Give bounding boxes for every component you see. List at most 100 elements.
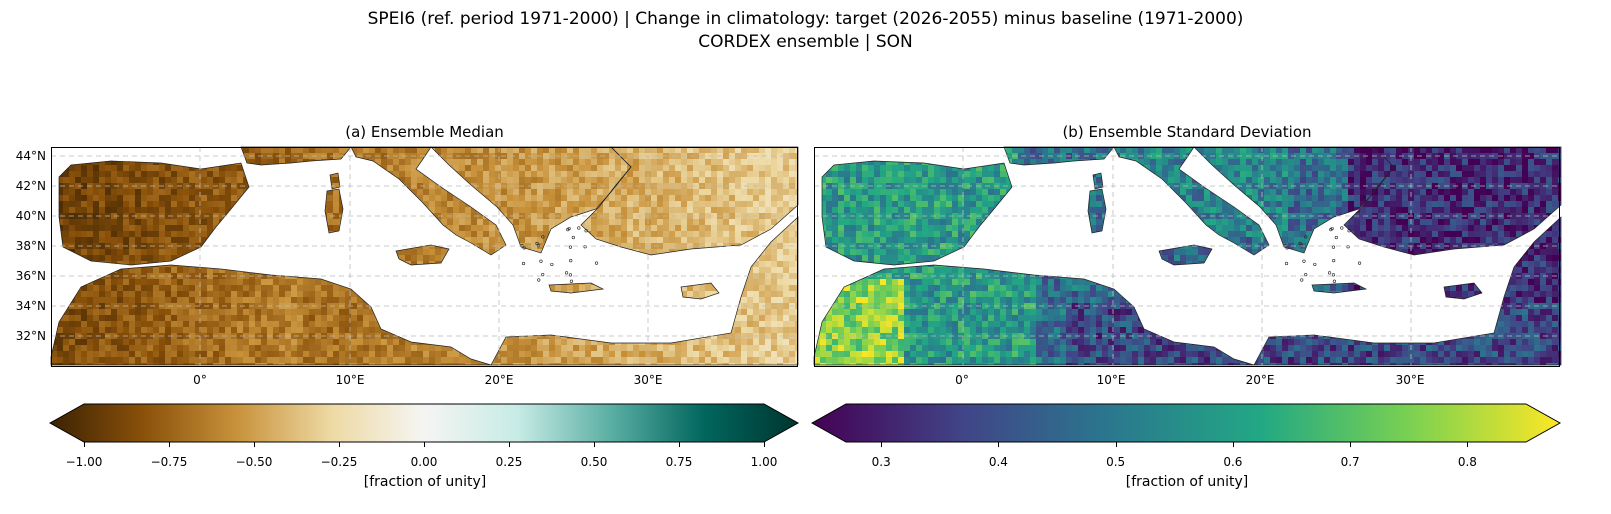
island (1300, 278, 1304, 282)
colorbar-tick-label: −0.50 (235, 455, 273, 469)
colorbar-tick (881, 442, 883, 447)
island (1304, 235, 1308, 239)
island (569, 258, 573, 263)
map-panel-median (50, 146, 799, 367)
colorbar-tick (594, 442, 595, 447)
colorbar-tick-label: −0.75 (150, 455, 188, 469)
island (594, 261, 599, 265)
island (568, 273, 573, 277)
colorbar-median (48, 403, 800, 443)
lon-label-b-30e: 30°E (1395, 373, 1425, 387)
colorbar-tick (1467, 442, 1469, 447)
island (539, 259, 543, 263)
island (577, 226, 581, 230)
lon-label-a-20e: 20°E (484, 373, 514, 387)
island (1332, 258, 1336, 263)
colorbar-tick-label: 0.25 (495, 455, 523, 469)
island (1313, 262, 1317, 267)
colorbar-stddev (810, 403, 1562, 443)
colorbar-tick (339, 442, 340, 447)
lon-label-b-20e: 20°E (1245, 373, 1275, 387)
island (1340, 226, 1344, 230)
figure-title: SPEI6 (ref. period 1971-2000) | Change i… (367, 9, 1244, 29)
colorbar-tick-label: 0.7 (1340, 455, 1360, 469)
colorbar-median-unit: [fraction of unity] (363, 474, 487, 490)
colorbar-tick (679, 442, 680, 447)
figure-subtitle: CORDEX ensemble | SON (698, 32, 913, 52)
lat-label-42: 42°N (15, 179, 46, 193)
island (535, 241, 539, 246)
colorbar-stddev-unit: [fraction of unity] (1125, 474, 1249, 490)
island (569, 279, 574, 283)
island (1332, 279, 1337, 283)
island (1285, 246, 1289, 250)
island (1284, 261, 1289, 266)
colorbar-tick-label: 0.8 (1457, 455, 1477, 469)
island (564, 271, 569, 275)
colorbar-tick (1350, 442, 1352, 447)
colorbar-tick (1115, 442, 1117, 447)
island (537, 278, 541, 282)
island (568, 245, 573, 249)
colorbar-tick-label: 0.75 (665, 455, 693, 469)
colorbar-tick (509, 442, 510, 447)
island (583, 245, 587, 249)
lat-label-44: 44°N (15, 149, 46, 163)
colorbar-tick-label: 0.5 (1106, 455, 1126, 469)
island (584, 229, 588, 233)
lat-label-36: 36°N (15, 269, 46, 283)
island (1327, 271, 1332, 275)
colorbar-body (810, 403, 1562, 443)
map-frame (814, 147, 1560, 367)
colorbar-tick (169, 442, 170, 447)
map-panel-stddev (813, 146, 1562, 367)
island (522, 246, 526, 250)
colorbar-tick-label: 1.00 (750, 455, 778, 469)
colorbar-tick-label: −0.25 (320, 455, 358, 469)
lon-label-b-10e: 10°E (1096, 373, 1126, 387)
island (1331, 273, 1336, 277)
colorbar-tick-label: −1.00 (65, 455, 103, 469)
lon-label-a-0: 0° (193, 373, 207, 387)
colorbar-tick (254, 442, 255, 447)
colorbar-tick-label: 0.00 (410, 455, 438, 469)
colorbar-tick-label: 0.6 (1223, 455, 1243, 469)
lon-label-a-30e: 30°E (633, 373, 663, 387)
colorbar-tick-label: 0.4 (988, 455, 1008, 469)
island (550, 262, 554, 267)
colorbar-tick-label: 0.3 (871, 455, 891, 469)
colorbar-tick (424, 442, 425, 447)
colorbar-tick (764, 442, 765, 447)
lat-label-32: 32°N (15, 329, 46, 343)
island (571, 235, 575, 240)
island (1298, 241, 1302, 246)
panel-b-title: (b) Ensemble Standard Deviation (1062, 123, 1312, 141)
island (567, 226, 571, 231)
lat-label-34: 34°N (15, 299, 46, 313)
colorbar-tick (998, 442, 1000, 447)
island (541, 273, 545, 277)
lon-label-a-10e: 10°E (335, 373, 365, 387)
gridlines (51, 147, 798, 367)
colorbar-tick (84, 442, 85, 447)
lon-label-b-0: 0° (955, 373, 969, 387)
island (1304, 273, 1308, 277)
island (1347, 229, 1351, 233)
colorbar-tick (1232, 442, 1234, 447)
island (541, 235, 545, 239)
colorbar-body (48, 403, 800, 443)
island (1302, 259, 1306, 263)
colorbar-tick-label: 0.50 (580, 455, 608, 469)
island (1334, 235, 1338, 240)
lat-label-40: 40°N (15, 209, 46, 223)
island (521, 261, 526, 266)
island (1346, 245, 1350, 249)
lat-label-38: 38°N (15, 239, 46, 253)
island (1331, 245, 1336, 249)
coastline (813, 146, 1562, 366)
island (1330, 226, 1334, 231)
gridlines (814, 147, 1560, 367)
island (1357, 261, 1362, 265)
map-frame (51, 147, 798, 367)
panel-a-title: (a) Ensemble Median (345, 123, 504, 141)
